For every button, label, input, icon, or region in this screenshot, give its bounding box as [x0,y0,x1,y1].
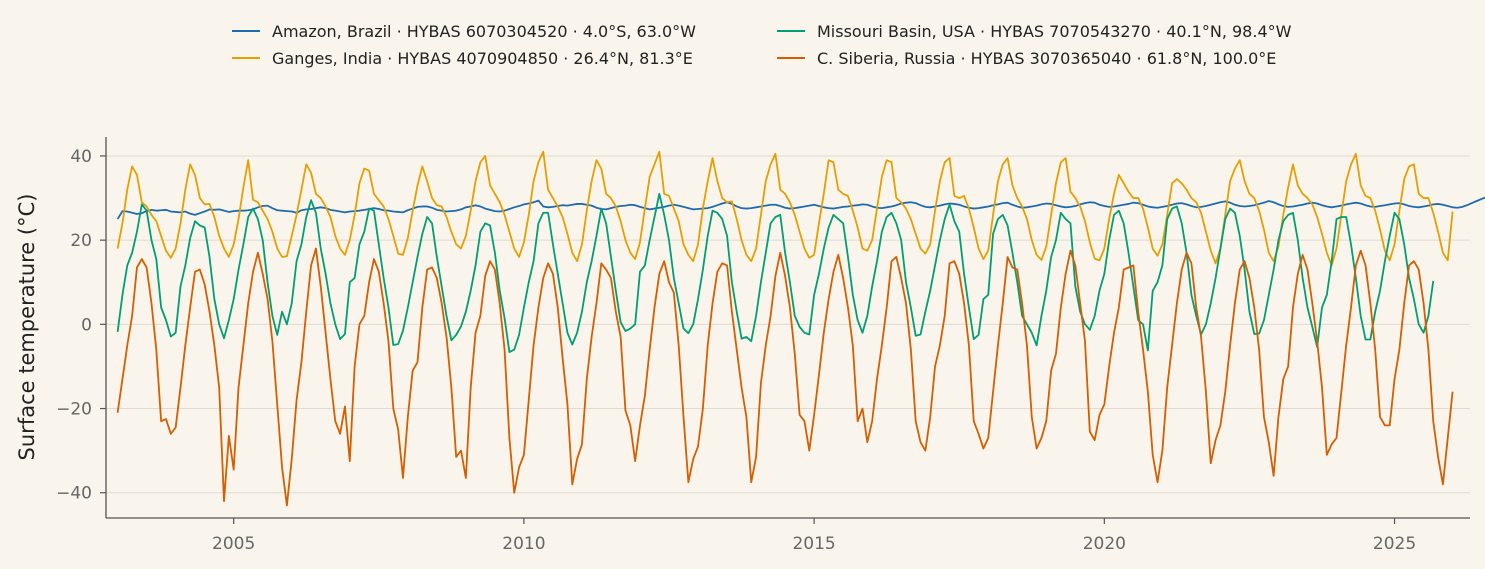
series-lines [116,150,1485,507]
legend-label-1: Ganges, India · HYBAS 4070904850 · 26.4°… [272,49,693,68]
y-tick-label: 40 [70,147,92,167]
x-tick-label: 2015 [792,534,835,554]
y-tick-label: −40 [56,484,92,504]
series-line-3 [116,247,1454,507]
x-tick-label: 2010 [502,534,545,554]
series-line-1 [116,150,1454,267]
y-tick-label: 20 [70,231,92,251]
legend: Amazon, Brazil · HYBAS 6070304520 · 4.0°… [232,22,1292,68]
legend-label-3: C. Siberia, Russia · HYBAS 3070365040 · … [817,49,1276,68]
y-tick-label: 0 [81,315,92,335]
axes [105,137,1470,519]
legend-label-2: Missouri Basin, USA · HYBAS 7070543270 ·… [817,22,1292,41]
y-ticks: −40 −20 0 20 40 [56,147,106,504]
series-line-0 [116,196,1485,220]
series-line-2 [116,192,1435,354]
x-ticks: 2005 2010 2015 2020 2025 [212,518,1416,554]
y-axis-title: Surface temperature (°C) [15,194,39,461]
x-tick-label: 2025 [1373,534,1416,554]
x-tick-label: 2020 [1083,534,1126,554]
y-tick-label: −20 [56,400,92,420]
legend-label-0: Amazon, Brazil · HYBAS 6070304520 · 4.0°… [272,22,696,41]
x-tick-label: 2005 [212,534,255,554]
